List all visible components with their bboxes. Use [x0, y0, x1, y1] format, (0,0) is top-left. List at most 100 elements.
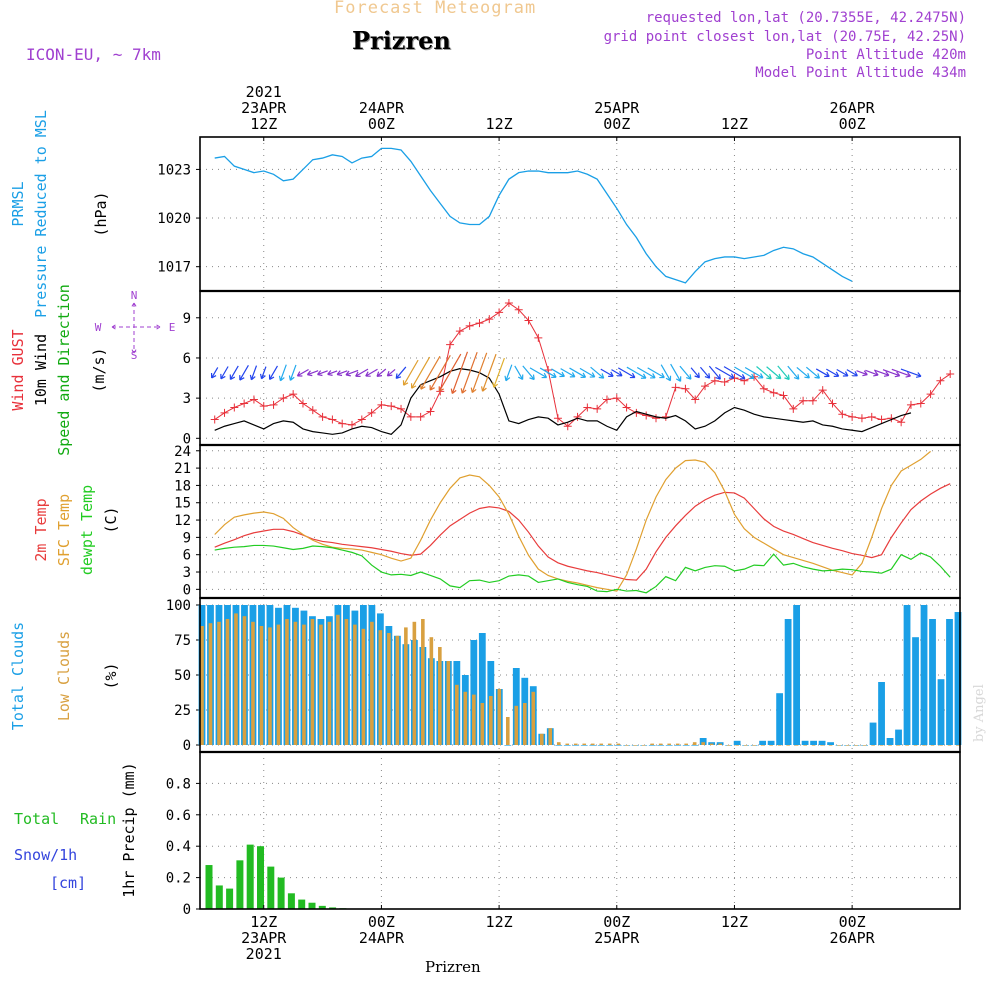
low-cloud-bar — [794, 745, 799, 746]
rain-bar — [267, 866, 275, 909]
low-cloud-bar — [777, 745, 782, 746]
top-time-label: 12Z — [721, 115, 748, 133]
wind-direction-arrow — [660, 364, 672, 382]
wind-direction-arrow — [699, 366, 711, 379]
low-cloud-bar — [735, 745, 739, 746]
low-cloud-bar — [641, 745, 646, 746]
y-tick-label: 9 — [183, 311, 191, 327]
bottom-time-label: 24APR — [359, 929, 405, 947]
gust-marker — [387, 402, 396, 411]
wind-10m-label: 10m Wind — [32, 334, 50, 406]
low-cloud-bar — [208, 623, 213, 745]
wind-direction-arrow — [492, 357, 505, 388]
y-tick-label: 0 — [183, 431, 191, 447]
wind-direction-arrow — [522, 365, 535, 381]
wind-direction-arrow — [539, 367, 557, 379]
gust-marker — [485, 315, 494, 324]
low-cloud-bar — [726, 745, 731, 746]
low-cloud-bar — [404, 627, 408, 745]
wind-direction-arrow — [882, 369, 901, 378]
gust-marker — [269, 400, 278, 409]
precip-rain-label: Rain — [80, 810, 116, 828]
wind-direction-arrow — [306, 370, 319, 377]
y-tick-label: 50 — [174, 668, 191, 684]
gust-marker — [455, 327, 464, 336]
total-cloud-bar — [895, 729, 902, 745]
gust-marker — [357, 415, 366, 424]
y-tick-label: 6 — [183, 548, 191, 564]
wind-direction-arrow — [846, 369, 858, 377]
low-cloud-bar — [395, 635, 400, 745]
low-cloud-bar — [514, 705, 519, 745]
gust-marker — [701, 382, 710, 391]
rain-bar — [318, 905, 326, 909]
point-altitude: Point Altitude 420m — [805, 47, 966, 63]
low-cloud-bar — [879, 745, 884, 746]
low-cloud-bar — [701, 742, 705, 745]
chart-title: Forecast Meteogram — [334, 0, 537, 18]
low-cloud-bar — [327, 621, 332, 745]
wind-direction-arrow — [647, 367, 665, 379]
low-cloud-bar — [412, 621, 417, 745]
total-cloud-bar — [691, 745, 699, 746]
gust-marker — [779, 391, 788, 400]
wind-speed-line — [214, 368, 912, 435]
rain-bar — [205, 865, 213, 909]
wind-direction-arrow — [708, 365, 721, 380]
y-tick-label: 3 — [183, 391, 191, 407]
gust-marker — [759, 384, 768, 393]
rain-bar — [287, 893, 295, 909]
gust-marker — [808, 396, 817, 405]
rain-bar — [246, 844, 254, 909]
wind-direction-arrow — [450, 351, 469, 395]
precip-cm-label: [cm] — [50, 874, 86, 892]
total-cloud-bar — [869, 722, 877, 745]
gust-marker — [652, 414, 660, 423]
gust-marker — [769, 388, 778, 397]
low-cloud-bar — [421, 619, 425, 745]
rain-bar — [298, 899, 306, 909]
wind-direction-arrow — [296, 368, 309, 377]
total-cloud-bar — [818, 740, 826, 745]
total-cloud-bar — [682, 745, 690, 746]
low-cloud-bar — [675, 743, 680, 745]
low-cloud-bar — [667, 743, 671, 745]
total-cloud-bar — [648, 745, 656, 746]
model-label: ICON-EU, ~ 7km — [26, 45, 161, 64]
gust-marker — [720, 378, 729, 387]
pressure-label-msl: Pressure Reduced to MSL — [32, 110, 50, 318]
low-cloud-bar — [539, 733, 544, 745]
gust-marker — [524, 316, 533, 325]
precip-snow-label: Snow/1h — [14, 846, 77, 864]
low-cloud-bar — [378, 630, 383, 745]
low-cloud-bar — [344, 619, 349, 745]
bottom-time-label: 00Z — [839, 913, 866, 931]
gust-marker — [867, 412, 876, 421]
wind-direction-arrow — [288, 364, 297, 381]
gust-marker — [240, 399, 249, 408]
y-tick-label: 21 — [174, 461, 191, 477]
wind-direction-arrow — [777, 365, 790, 381]
total-cloud-bar — [657, 745, 665, 746]
wind-direction-arrow — [504, 364, 513, 382]
low-cloud-bar — [760, 745, 765, 746]
y-tick-label: 1017 — [157, 260, 191, 276]
wind-direction-arrow — [856, 370, 868, 377]
gust-line — [214, 302, 951, 427]
total-cloud-bar — [614, 745, 622, 746]
wind-speed-dir-label: Speed and Direction — [55, 284, 73, 456]
wind-direction-arrow — [723, 366, 746, 380]
temp-2m-line — [214, 483, 951, 581]
gust-marker — [897, 418, 906, 427]
gust-marker — [289, 390, 298, 399]
y-tick-label: 0 — [183, 738, 191, 754]
wind-direction-arrow — [756, 366, 772, 380]
low-cloud-bar — [225, 619, 230, 745]
wind-direction-arrow — [865, 369, 879, 377]
y-tick-label: 1020 — [157, 211, 191, 227]
total-cloud-bar — [589, 745, 597, 746]
gust-marker — [906, 400, 915, 409]
y-tick-label: 6 — [183, 351, 191, 367]
wind-direction-arrow — [317, 370, 328, 377]
